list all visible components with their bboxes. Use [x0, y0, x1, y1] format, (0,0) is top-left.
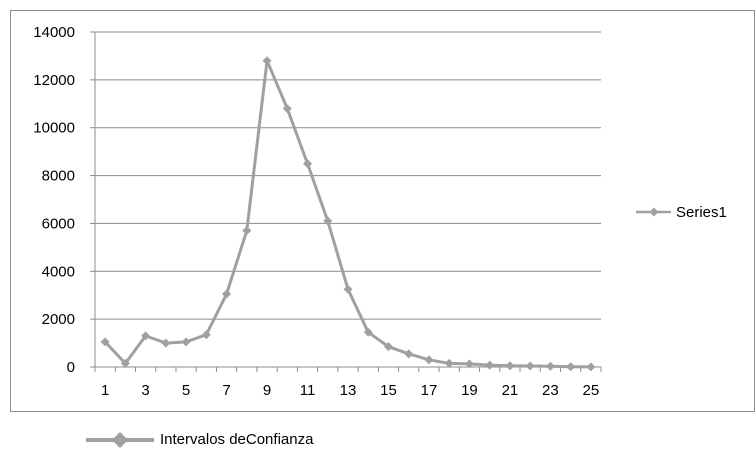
- y-tick-label: 10000: [33, 120, 75, 137]
- footer-legend-label: Intervalos deConfianza: [160, 431, 314, 448]
- x-tick-label: 25: [583, 382, 600, 399]
- data-point: [161, 338, 171, 348]
- y-tick-label: 0: [67, 359, 75, 376]
- y-tick-labels: 0 2000 4000 6000 8000 10000 12000 14000: [33, 24, 75, 376]
- x-tick-label: 7: [222, 382, 230, 399]
- x-tick-label: 13: [340, 382, 357, 399]
- legend-series-name: Series1: [676, 204, 727, 221]
- x-tick-label: 15: [380, 382, 397, 399]
- y-tick-label: 2000: [42, 311, 75, 328]
- x-tick-label: 9: [263, 382, 271, 399]
- x-tick-label: 17: [421, 382, 438, 399]
- data-point: [545, 361, 555, 371]
- data-point: [383, 342, 393, 352]
- data-point: [586, 362, 596, 372]
- grid-lines: [90, 31, 601, 368]
- data-point: [505, 361, 515, 371]
- data-point: [242, 226, 252, 236]
- y-tick-label: 6000: [42, 215, 75, 232]
- legend: Series1: [636, 204, 727, 221]
- data-point: [424, 355, 434, 365]
- x-tick-label: 23: [542, 382, 559, 399]
- y-tick-label: 12000: [33, 72, 75, 89]
- data-point: [464, 359, 474, 369]
- series-line: [104, 59, 591, 369]
- data-point: [262, 56, 272, 66]
- data-point: [201, 330, 211, 340]
- data-point: [404, 349, 414, 359]
- data-point: [222, 289, 232, 299]
- data-point: [100, 337, 110, 347]
- data-point: [444, 358, 454, 368]
- data-point: [485, 360, 495, 370]
- axes: [94, 32, 602, 372]
- data-point: [343, 284, 353, 294]
- y-tick-label: 4000: [42, 263, 75, 280]
- data-point: [525, 361, 535, 371]
- x-tick-label: 11: [300, 382, 316, 399]
- y-tick-label: 8000: [42, 168, 75, 185]
- data-point: [181, 337, 191, 347]
- data-point: [282, 104, 292, 114]
- y-tick-label: 14000: [33, 24, 75, 41]
- data-point: [363, 327, 373, 337]
- footer-legend-marker: [112, 432, 128, 448]
- chart-frame: [10, 10, 755, 412]
- x-tick-label: 3: [141, 382, 149, 399]
- x-tick-label: 1: [101, 382, 109, 399]
- x-tick-labels: 1 3 5 7 9 11 13 15 17 19 21 23 25: [101, 382, 599, 399]
- data-point: [566, 362, 576, 372]
- data-point: [303, 159, 313, 169]
- data-point: [323, 216, 333, 226]
- data-point: [141, 331, 151, 341]
- x-tick-label: 19: [461, 382, 478, 399]
- x-tick-label: 5: [182, 382, 190, 399]
- data-point: [120, 358, 130, 368]
- x-tick-label: 21: [502, 382, 519, 399]
- footer-legend-swatch: [86, 432, 154, 448]
- series-lines: [100, 56, 596, 372]
- legend-marker: [649, 207, 659, 217]
